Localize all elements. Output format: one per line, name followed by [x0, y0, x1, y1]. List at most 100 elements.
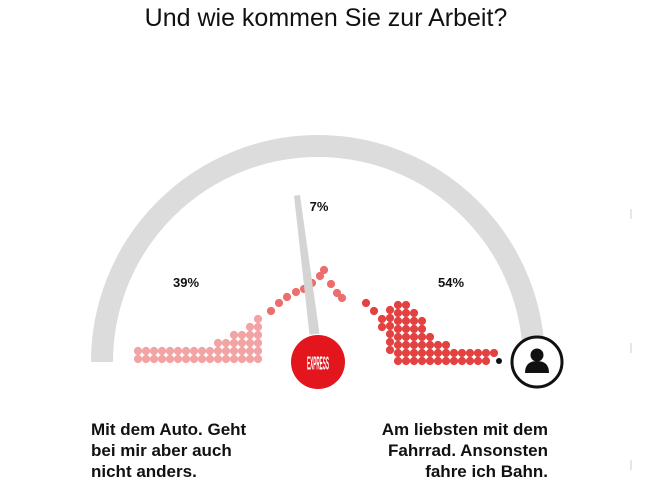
dot-bike — [401, 324, 411, 334]
dot-bike — [409, 308, 419, 318]
dot-auto — [133, 354, 143, 364]
dot-bike — [385, 305, 395, 315]
dot-auto — [173, 354, 183, 364]
percent-label-auto: 39% — [173, 275, 199, 290]
dot-auto — [213, 346, 223, 356]
dot-bike — [481, 348, 491, 358]
dot-auto — [253, 330, 263, 340]
dot-auto — [205, 354, 215, 364]
dot-auto — [205, 346, 215, 356]
dot-auto — [253, 346, 263, 356]
dot-bike — [401, 308, 411, 318]
dot-auto — [237, 330, 247, 340]
dot-auto — [197, 354, 207, 364]
dot-bike — [409, 356, 419, 366]
dot-bike — [393, 324, 403, 334]
dot-auto — [213, 354, 223, 364]
dot-bike — [433, 356, 443, 366]
dot-bike — [449, 348, 459, 358]
dot-auto — [213, 338, 223, 348]
dot-auto — [189, 354, 199, 364]
dot-bike — [465, 356, 475, 366]
dot-auto — [165, 354, 175, 364]
dot-bike — [425, 348, 435, 358]
dot-bike — [393, 340, 403, 350]
dot-bike — [377, 322, 387, 332]
dot-auto — [221, 354, 231, 364]
dot-bike — [417, 356, 427, 366]
dot-bike — [465, 348, 475, 358]
answer-right-line: Fahrrad. Ansonsten — [388, 441, 548, 460]
logo-text: EXPRESS — [307, 354, 329, 375]
dot-other — [337, 293, 347, 303]
dot-bike — [409, 348, 419, 358]
answer-right-line: Am liebsten mit dem — [381, 420, 548, 439]
dot-auto — [253, 354, 263, 364]
dot-bike — [409, 340, 419, 350]
dot-auto — [173, 346, 183, 356]
dot-bike — [401, 356, 411, 366]
dot-auto — [245, 322, 255, 332]
dot-bike — [457, 348, 467, 358]
dot-bike — [489, 348, 499, 358]
answer-left: Mit dem Auto. Geht bei mir aber auch nic… — [91, 419, 291, 482]
dot-auto — [149, 354, 159, 364]
dot-bike — [385, 337, 395, 347]
dot-bike — [393, 300, 403, 310]
answer-right: Am liebsten mit dem Fahrrad. Ansonsten f… — [328, 419, 548, 482]
end-dot — [496, 358, 502, 364]
dot-auto — [237, 346, 247, 356]
dot-bike — [401, 332, 411, 342]
edge-mark — [630, 343, 632, 353]
dot-other — [332, 288, 342, 298]
dot-other — [319, 265, 329, 275]
dot-bike — [369, 306, 379, 316]
dot-bike — [393, 316, 403, 326]
dot-auto — [245, 354, 255, 364]
dot-bike — [393, 348, 403, 358]
dot-bike — [417, 316, 427, 326]
dot-auto — [181, 354, 191, 364]
dot-bike — [409, 332, 419, 342]
dot-bike — [457, 356, 467, 366]
chart-title: Und wie kommen Sie zur Arbeit? — [144, 4, 508, 32]
answer-left-line: nicht anders. — [91, 462, 197, 481]
dot-bike — [401, 340, 411, 350]
gauge-track — [91, 135, 545, 363]
dot-field — [133, 265, 499, 366]
dot-auto — [229, 354, 239, 364]
dot-auto — [221, 338, 231, 348]
dot-bike — [441, 356, 451, 366]
dot-bike — [441, 340, 451, 350]
dot-bike — [385, 313, 395, 323]
dot-bike — [433, 348, 443, 358]
dot-auto — [253, 338, 263, 348]
dot-auto — [197, 346, 207, 356]
dot-bike — [409, 316, 419, 326]
dot-bike — [393, 332, 403, 342]
dot-bike — [417, 340, 427, 350]
dot-auto — [181, 346, 191, 356]
dot-auto — [253, 314, 263, 324]
dot-auto — [165, 346, 175, 356]
answer-left-line: Mit dem Auto. Geht — [91, 420, 247, 439]
dot-auto — [157, 354, 167, 364]
dot-other — [326, 279, 336, 289]
dot-auto — [229, 346, 239, 356]
dot-bike — [425, 340, 435, 350]
dot-bike — [361, 298, 371, 308]
dot-bike — [377, 314, 387, 324]
dot-bike — [473, 356, 483, 366]
dot-other — [282, 292, 292, 302]
dot-bike — [401, 300, 411, 310]
dot-bike — [409, 324, 419, 334]
dot-bike — [425, 356, 435, 366]
dot-bike — [425, 332, 435, 342]
dot-other — [315, 271, 325, 281]
dot-bike — [417, 324, 427, 334]
dot-auto — [245, 346, 255, 356]
user-icon — [510, 335, 564, 389]
edge-mark — [630, 460, 632, 470]
dot-bike — [417, 348, 427, 358]
dot-bike — [393, 308, 403, 318]
